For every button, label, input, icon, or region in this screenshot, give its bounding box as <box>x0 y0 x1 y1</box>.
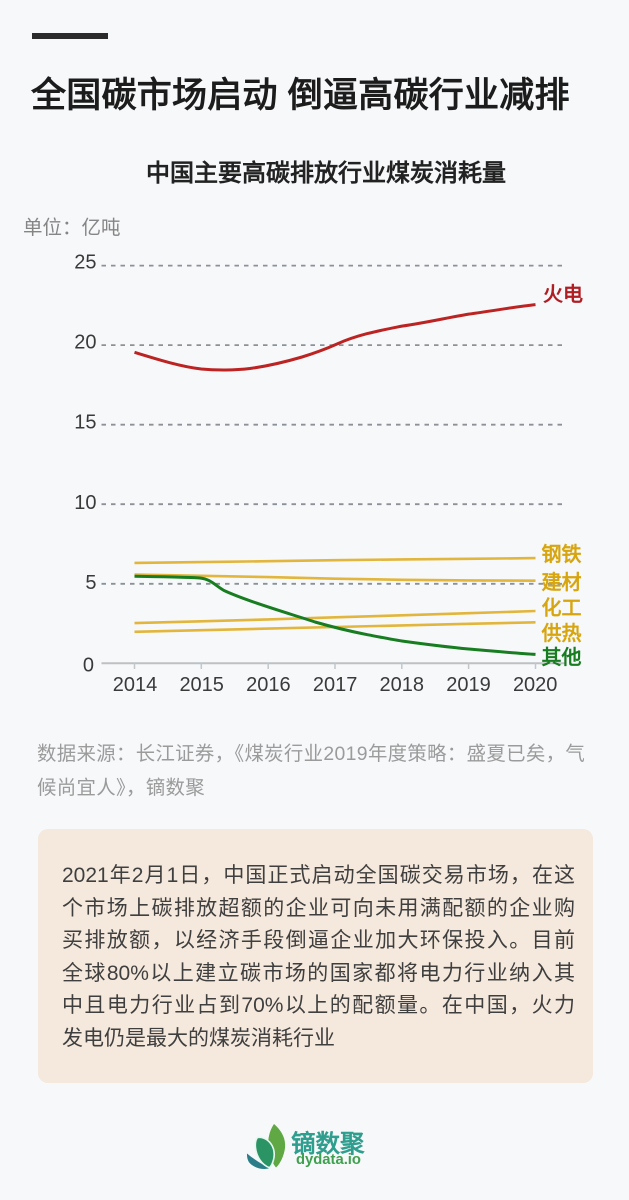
svg-text:化工: 化工 <box>542 596 582 620</box>
svg-text:25: 25 <box>74 252 96 274</box>
svg-text:火电: 火电 <box>543 283 583 306</box>
svg-text:2016: 2016 <box>246 674 291 696</box>
svg-text:钢铁: 钢铁 <box>542 542 582 566</box>
svg-text:5: 5 <box>85 572 96 594</box>
svg-text:2017: 2017 <box>313 674 358 696</box>
svg-text:2018: 2018 <box>380 674 425 696</box>
svg-text:供热: 供热 <box>541 621 582 645</box>
svg-text:建材: 建材 <box>542 570 582 594</box>
svg-text:2014: 2014 <box>113 674 158 696</box>
svg-text:2020: 2020 <box>513 674 558 696</box>
svg-text:0: 0 <box>83 655 94 677</box>
svg-text:10: 10 <box>74 492 96 514</box>
svg-text:其他: 其他 <box>542 645 582 669</box>
svg-text:15: 15 <box>74 412 96 434</box>
svg-text:20: 20 <box>74 332 96 354</box>
svg-text:2019: 2019 <box>446 674 491 696</box>
svg-text:2015: 2015 <box>179 674 224 696</box>
